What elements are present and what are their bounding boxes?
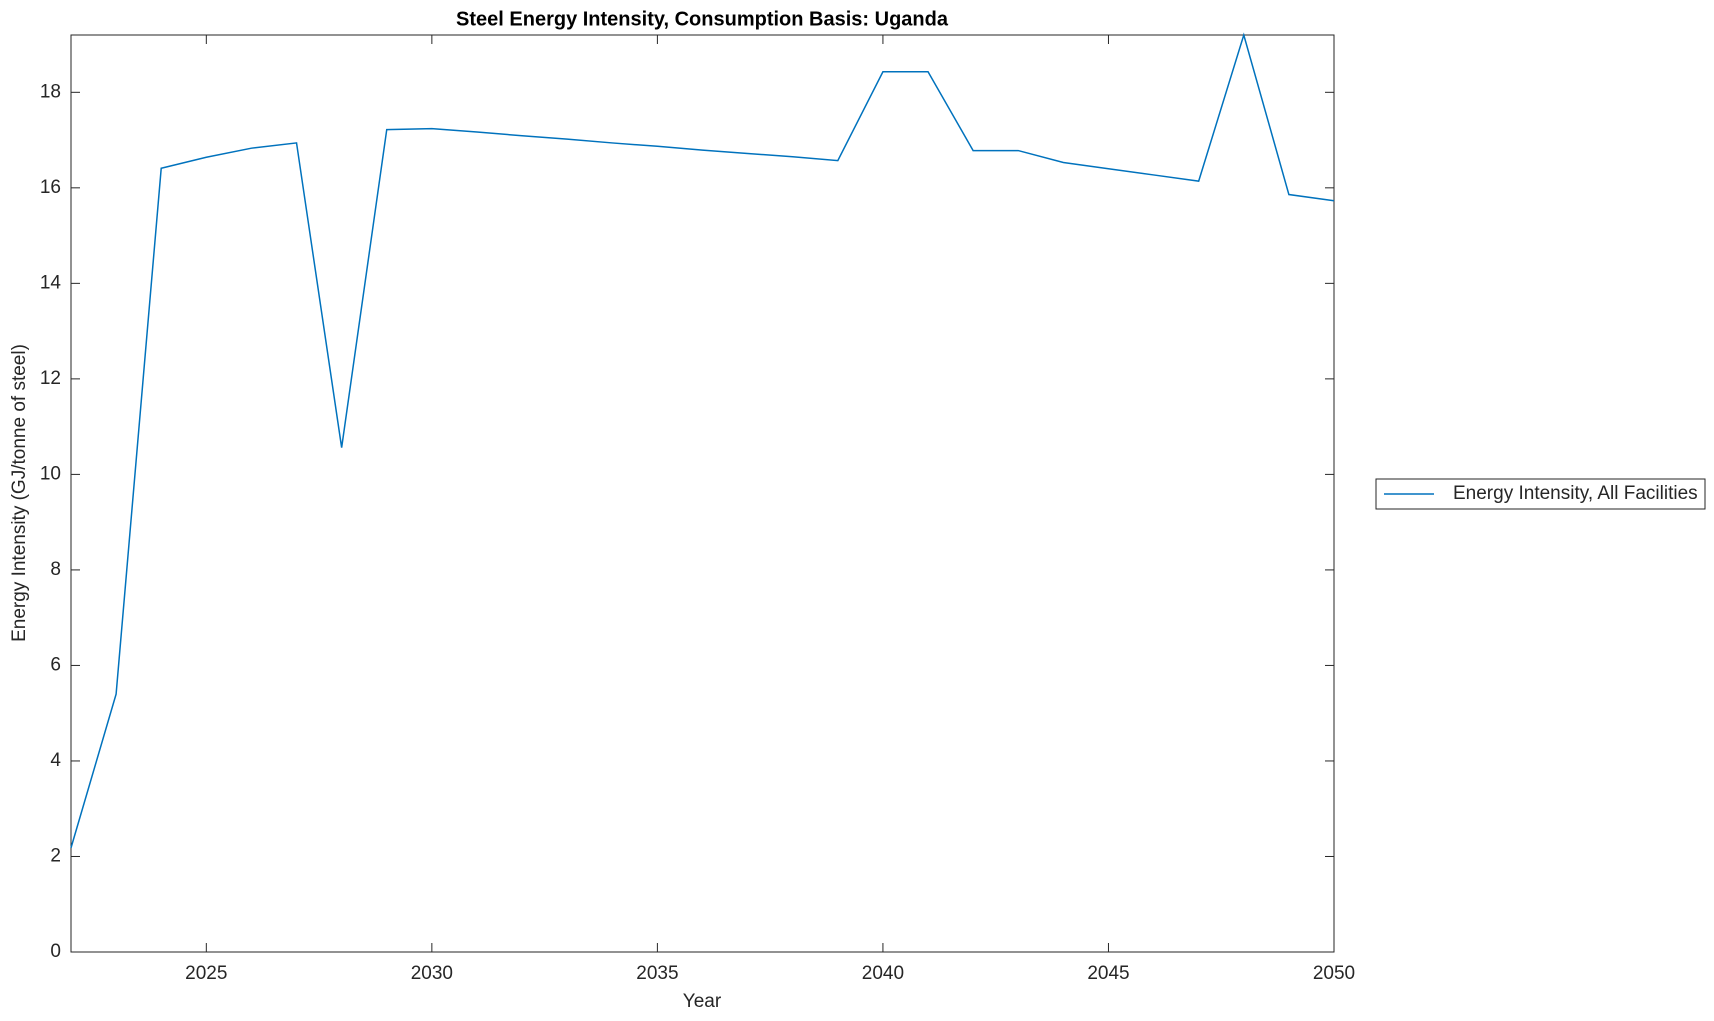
y-tick-label: 6 bbox=[50, 654, 61, 675]
y-tick-label: 18 bbox=[40, 81, 61, 102]
data-line bbox=[70, 32, 1335, 849]
legend-label: Energy Intensity, All Facilities bbox=[1453, 483, 1698, 504]
y-axis-label: Energy Intensity (GJ/tonne of steel) bbox=[9, 344, 30, 642]
y-tick-label: 14 bbox=[40, 272, 62, 293]
x-tick-label: 2025 bbox=[185, 963, 227, 984]
chart-title: Steel Energy Intensity, Consumption Basi… bbox=[456, 8, 949, 30]
x-tick-label: 2030 bbox=[411, 963, 453, 984]
plot-area bbox=[70, 34, 1335, 953]
x-tick-label: 2045 bbox=[1087, 963, 1129, 984]
x-tick-label: 2035 bbox=[636, 963, 678, 984]
y-tick-label: 8 bbox=[50, 559, 61, 580]
y-tick-label: 4 bbox=[50, 750, 61, 771]
y-tick-label: 0 bbox=[50, 941, 61, 962]
x-tick-label: 2040 bbox=[862, 963, 904, 984]
y-tick-label: 2 bbox=[50, 845, 61, 866]
y-tick-label: 10 bbox=[40, 463, 61, 484]
y-tick-label: 12 bbox=[40, 368, 61, 389]
x-axis-label: Year bbox=[683, 991, 722, 1012]
y-tick-label: 16 bbox=[40, 177, 61, 198]
x-tick-label: 2050 bbox=[1313, 963, 1355, 984]
